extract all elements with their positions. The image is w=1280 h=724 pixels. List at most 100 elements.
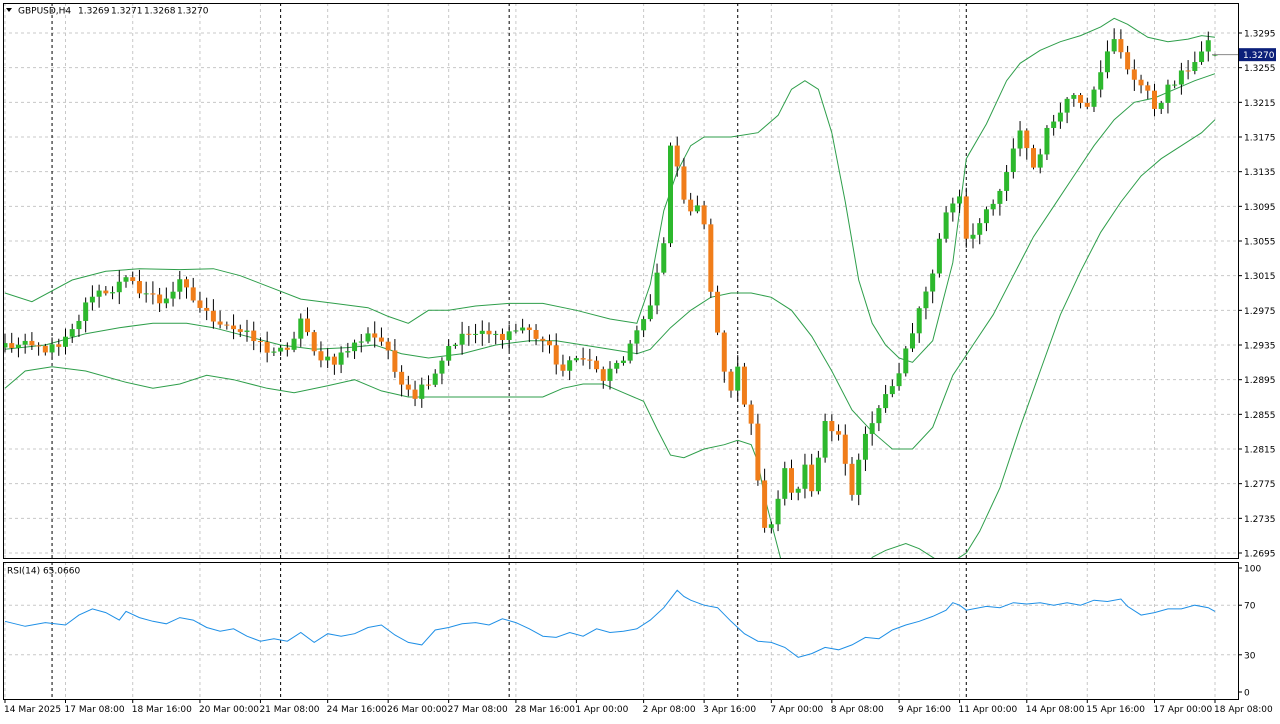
candle xyxy=(721,330,727,383)
bear-candle-body xyxy=(184,279,189,288)
bull-candle-body xyxy=(997,190,1003,204)
bull-candle-body xyxy=(1104,51,1110,73)
candle xyxy=(271,347,277,357)
candle xyxy=(1024,128,1030,160)
candle xyxy=(83,297,89,333)
time-axis-label: 18 Mar 16:00 xyxy=(132,705,192,715)
open-value: 1.3269 xyxy=(78,7,110,17)
candle xyxy=(177,271,183,300)
bear-candle-body xyxy=(674,145,680,167)
time-axis-label: 14 Mar 2025 xyxy=(4,705,61,715)
bear-candle-body xyxy=(486,330,492,335)
time-axis-label: 8 Apr 08:00 xyxy=(831,705,884,715)
candle xyxy=(385,337,391,360)
bull-candle-body xyxy=(345,351,351,353)
bull-candle-body xyxy=(1098,72,1104,90)
candle xyxy=(997,188,1003,216)
candle xyxy=(473,323,479,344)
bull-candle-body xyxy=(862,433,868,460)
bull-candle-body xyxy=(782,468,788,499)
bull-candle-body xyxy=(668,145,673,244)
candle xyxy=(244,319,250,342)
bear-candle-body xyxy=(29,340,35,346)
candle xyxy=(755,413,761,486)
candle xyxy=(184,276,189,299)
bear-candle-body xyxy=(748,404,754,424)
candle xyxy=(668,142,673,248)
bull-candle-body xyxy=(1071,95,1077,99)
bear-candle-body xyxy=(1185,70,1191,72)
bear-candle-body xyxy=(499,333,505,340)
bear-candle-body xyxy=(42,345,48,353)
candle xyxy=(983,206,989,232)
bull-candle-body xyxy=(520,327,526,331)
candle xyxy=(89,285,95,311)
candle xyxy=(836,424,842,441)
bull-candle-body xyxy=(768,524,774,528)
bear-candle-body xyxy=(412,389,418,399)
bull-candle-body xyxy=(143,293,149,295)
candle xyxy=(748,400,754,435)
candle xyxy=(1031,144,1036,170)
bull-candle-body xyxy=(1158,102,1164,109)
bull-candle-body xyxy=(1199,51,1205,63)
bear-candle-body xyxy=(385,341,391,351)
candle xyxy=(1178,62,1184,95)
bull-candle-body xyxy=(325,356,331,361)
candle xyxy=(257,337,263,353)
bull-candle-body xyxy=(506,331,512,340)
candlesticks xyxy=(3,28,1218,534)
price-axis: 1.3295 1.3255 1.3215 1.3175 1.3135 1.3095 1.30… xyxy=(1238,30,1276,560)
candle xyxy=(284,342,290,357)
candle xyxy=(9,332,15,353)
candle xyxy=(1064,97,1070,124)
price-pane-border xyxy=(3,3,1239,559)
bull-candle-body xyxy=(459,333,465,345)
price-axis-label: 1.2695 xyxy=(1244,550,1276,560)
bear-candle-body xyxy=(251,330,257,342)
bull-candle-body xyxy=(1178,70,1184,85)
bear-candle-body xyxy=(305,318,310,333)
bull-candle-body xyxy=(298,318,304,339)
bear-candle-body xyxy=(1125,52,1131,70)
candle xyxy=(170,281,176,307)
candle xyxy=(694,195,700,214)
price-axis-label: 1.2895 xyxy=(1244,376,1276,386)
chart-menu-triangle-icon[interactable] xyxy=(6,8,12,12)
candle xyxy=(1192,51,1198,75)
candle xyxy=(600,366,606,389)
bull-candle-body xyxy=(22,340,28,345)
price-axis-label: 1.3095 xyxy=(1244,203,1276,213)
candle xyxy=(715,285,721,336)
bollinger-lower-band xyxy=(4,119,1216,558)
bull-candle-body xyxy=(634,330,640,344)
candle xyxy=(103,286,109,296)
bull-candle-body xyxy=(69,329,75,337)
price-axis-label: 1.2935 xyxy=(1244,342,1276,352)
rsi-line xyxy=(4,589,1216,658)
candle xyxy=(701,200,707,230)
candle xyxy=(157,287,163,312)
rsi-grid xyxy=(3,562,1238,699)
candle xyxy=(130,271,136,285)
bear-candle-body xyxy=(224,324,230,326)
bear-candle-body xyxy=(257,341,263,343)
candle xyxy=(318,341,324,368)
candle xyxy=(735,355,741,401)
candle xyxy=(15,337,21,358)
candle xyxy=(957,189,963,213)
bear-candle-body xyxy=(789,468,794,493)
bull-candle-body xyxy=(869,423,875,434)
bear-candle-body xyxy=(1145,85,1151,91)
candle xyxy=(1098,60,1104,98)
candle xyxy=(567,356,573,381)
bull-candle-body xyxy=(916,308,922,334)
bull-candle-body xyxy=(943,212,949,239)
bear-candle-body xyxy=(526,327,532,331)
rsi-axis-label: 30 xyxy=(1244,651,1256,661)
candle xyxy=(1057,102,1063,129)
bull-candle-body xyxy=(1172,84,1178,86)
bull-candle-body xyxy=(163,298,169,304)
candle xyxy=(506,324,512,352)
